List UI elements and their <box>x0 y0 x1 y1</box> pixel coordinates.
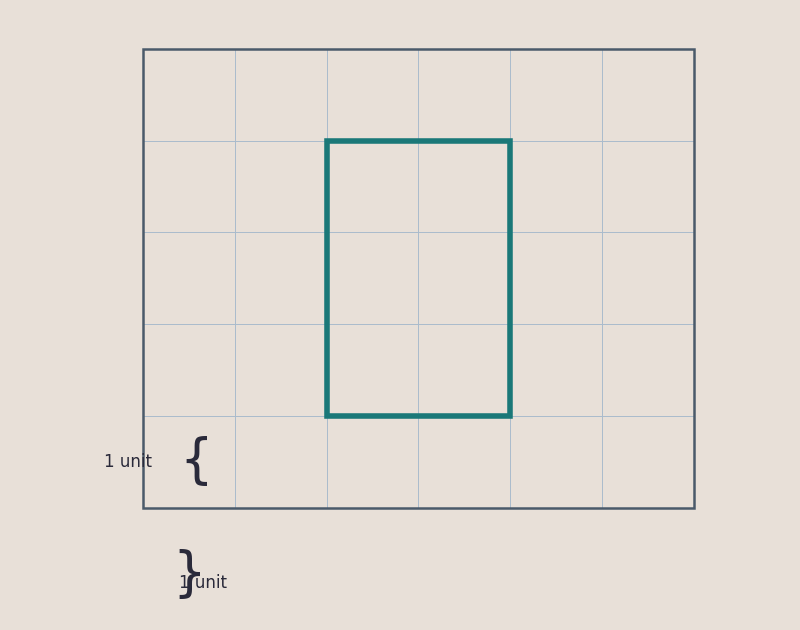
Text: 1 unit: 1 unit <box>104 453 152 471</box>
Text: {: { <box>180 436 214 488</box>
Bar <box>326 140 510 416</box>
Bar <box>143 49 694 508</box>
Text: }: } <box>172 549 206 601</box>
Text: 1 unit: 1 unit <box>178 574 226 592</box>
